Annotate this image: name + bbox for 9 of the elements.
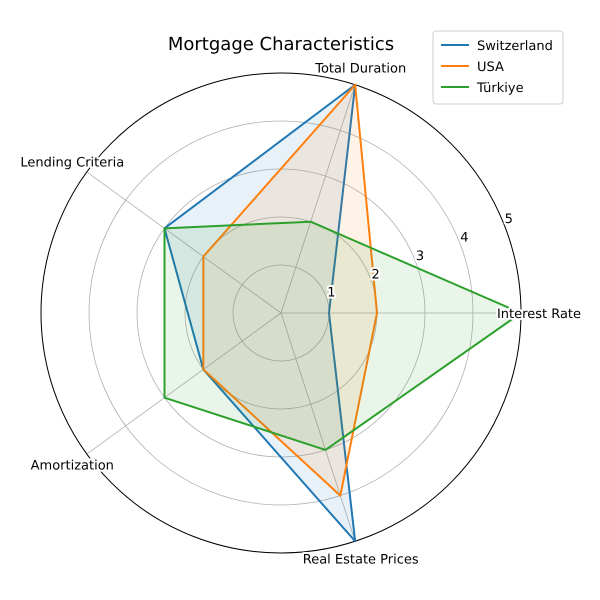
y-tick-label: 5 bbox=[504, 212, 513, 228]
legend-label: Türkiye bbox=[476, 81, 524, 96]
legend-label: USA bbox=[477, 60, 504, 75]
y-tick-label: 3 bbox=[416, 248, 424, 264]
y-tick-label: 4 bbox=[460, 230, 469, 246]
spoke-label: Total Duration bbox=[314, 62, 406, 77]
legend-label: Switzerland bbox=[477, 39, 553, 54]
chart-title: Mortgage Characteristics bbox=[168, 34, 394, 55]
spoke-label: Real Estate Prices bbox=[302, 552, 419, 568]
